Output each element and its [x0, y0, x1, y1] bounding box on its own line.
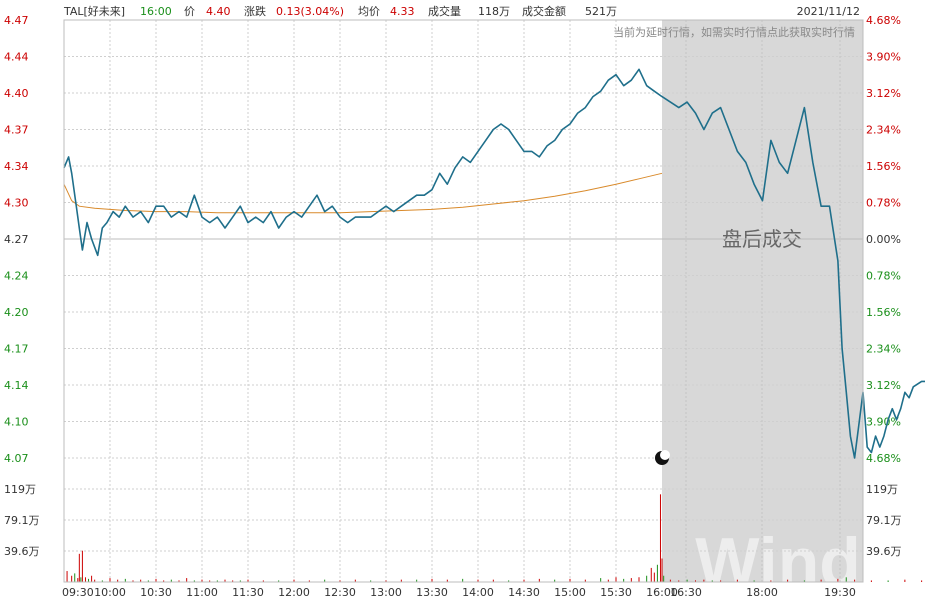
time-tick-label: 15:30 [600, 586, 632, 599]
symbol-label: TAL[好未来] [63, 4, 125, 18]
price-line [63, 68, 925, 459]
time-axis: 09:30 10:00 10:30 11:00 11:30 12:00 12:30 13:00… [62, 586, 856, 599]
percent-tick-label: 4.68% [866, 14, 901, 27]
time-tick-label: 10:30 [140, 586, 172, 599]
change-label: 涨跌 [244, 4, 266, 18]
price-tick-label: 4.37 [4, 124, 29, 137]
price-tick-label: 4.10 [4, 416, 29, 429]
price-tick-label: 4.44 [4, 51, 29, 64]
amount-label: 成交金额 [522, 4, 566, 18]
time-tick-label: 12:30 [324, 586, 356, 599]
time-tick-label: 14:00 [462, 586, 494, 599]
time-tick-label: 10:00 [94, 586, 126, 599]
price-tick-label: 4.14 [4, 379, 29, 392]
volume-tick-label: 39.6万 [4, 545, 40, 558]
time-tick-label: 16:00 [646, 586, 678, 599]
avg-label: 均价 [358, 5, 380, 18]
price-tick-label: 4.17 [4, 343, 29, 356]
percent-tick-label: 4.68% [866, 452, 901, 465]
volume-tick-label: 119万 [4, 483, 36, 496]
time-tick-label: 11:00 [186, 586, 218, 599]
time-tick-label: 18:00 [746, 586, 778, 599]
volume-tick-label: 79.1万 [866, 514, 902, 527]
date-value: 2021/11/12 [797, 5, 860, 18]
volume-tick-label: 79.1万 [4, 514, 40, 527]
price-axis: 4.47 4.44 4.40 4.37 4.34 4.30 4.27 4.24 4.20 4.17… [4, 14, 40, 558]
percent-tick-label: 3.90% [866, 416, 901, 429]
percent-tick-label: 0.78% [866, 270, 901, 283]
percent-tick-label: 0.00% [866, 233, 901, 246]
percent-tick-label: 1.56% [866, 306, 901, 319]
time-value: 16:00 [140, 5, 172, 18]
avg-value: 4.33 [390, 5, 415, 18]
volume-label: 成交量 [428, 4, 461, 18]
price-tick-label: 4.47 [4, 14, 29, 27]
time-tick-label: 13:30 [416, 586, 448, 599]
time-tick-label: 11:30 [232, 586, 264, 599]
amount-value: 521万 [585, 5, 617, 18]
time-tick-label: 19:30 [824, 586, 856, 599]
delayed-notice[interactable]: 当前为延时行情，如需实时行情点此获取实时行情 [613, 25, 855, 39]
price-label: 价 [184, 5, 195, 18]
volume-value: 118万 [478, 5, 510, 18]
percent-tick-label: 0.78% [866, 197, 901, 210]
price-tick-label: 4.24 [4, 270, 29, 283]
price-tick-label: 4.07 [4, 452, 29, 465]
volume-tick-label: 119万 [866, 483, 898, 496]
time-tick-label: 12:00 [278, 586, 310, 599]
percent-tick-label: 3.90% [866, 51, 901, 64]
price-tick-label: 4.30 [4, 197, 29, 210]
moon-icon [655, 450, 670, 465]
average-price-line [63, 172, 663, 214]
price-value: 4.40 [206, 5, 231, 18]
time-tick-label: 09:30 [62, 586, 94, 599]
wind-watermark: Wind [695, 524, 861, 600]
price-tick-label: 4.20 [4, 306, 29, 319]
price-tick-label: 4.40 [4, 87, 29, 100]
percent-axis: 4.68% 3.90% 3.12% 2.34% 1.56% 0.78% 0.00% 0.78%… [866, 14, 902, 558]
time-tick-label: 15:00 [554, 586, 586, 599]
time-tick-label: 14:30 [508, 586, 540, 599]
change-value: 0.13(3.04%) [276, 5, 344, 18]
price-lines [63, 68, 925, 459]
time-tick-label: 16:30 [670, 586, 702, 599]
time-tick-label: 13:00 [370, 586, 402, 599]
percent-tick-label: 3.12% [866, 87, 901, 100]
percent-tick-label: 2.34% [866, 343, 901, 356]
volume-tick-label: 39.6万 [866, 545, 902, 558]
price-tick-label: 4.34 [4, 160, 29, 173]
chart-frame [63, 19, 864, 583]
price-tick-label: 4.27 [4, 233, 29, 246]
percent-tick-label: 1.56% [866, 160, 901, 173]
chart-header: TAL[好未来] 16:00 价 4.40 涨跌 0.13(3.04%) 均价 … [63, 4, 860, 18]
percent-tick-label: 3.12% [866, 379, 901, 392]
percent-tick-label: 2.34% [866, 124, 901, 137]
